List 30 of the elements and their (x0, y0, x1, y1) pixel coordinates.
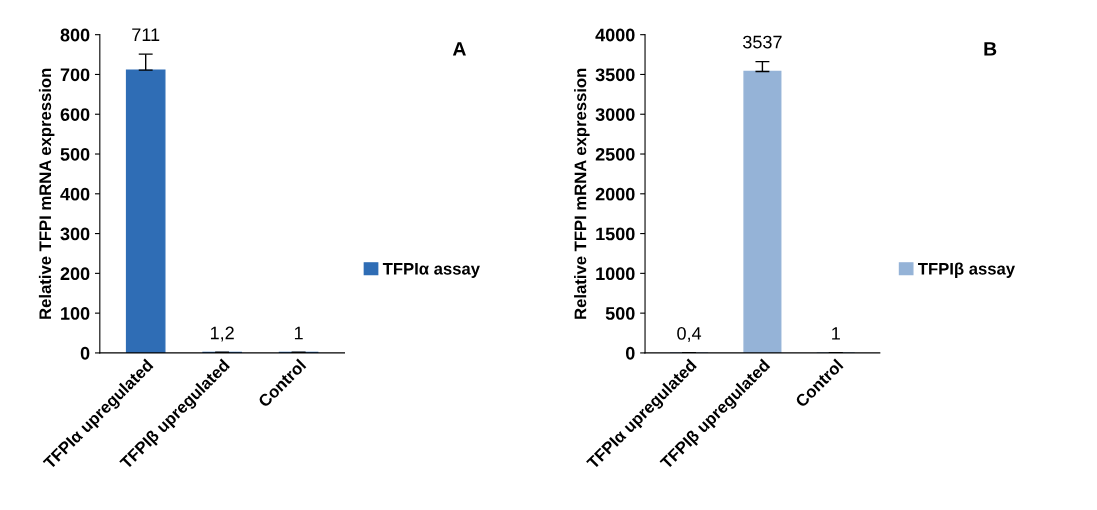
data-label: 3537 (743, 35, 782, 49)
data-label: 1,2 (210, 326, 234, 342)
data-label: 0,4 (677, 326, 702, 342)
y-tick-label: 200 (60, 267, 90, 281)
y-tick-label: 4000 (595, 28, 635, 42)
y-tick-label: 3500 (595, 68, 635, 82)
data-label: 1 (832, 327, 840, 340)
y-tick-label: 500 (60, 147, 90, 161)
legend-label: TFPIβ assay (918, 262, 1015, 278)
y-axis-title: Relative TFPI mRNA expression (574, 68, 590, 319)
legend-label: TFPIα assay (382, 263, 480, 278)
data-label: 1 (294, 326, 303, 340)
data-label: 711 (132, 28, 160, 41)
y-tick-label: 0 (625, 346, 635, 360)
y-axis-title: Relative TFPI mRNA expression (38, 68, 55, 319)
y-tick-label: 1500 (596, 227, 635, 241)
y-tick-label: 1000 (596, 267, 635, 281)
text: A (452, 42, 466, 56)
y-tick-label: 300 (60, 227, 90, 241)
y-tick-label: 100 (61, 307, 90, 320)
y-tick-label: 600 (60, 108, 90, 121)
text: B (984, 42, 997, 56)
y-tick-label: 2500 (595, 147, 635, 161)
y-tick-label: 0 (80, 346, 90, 360)
y-tick-label: 700 (60, 68, 90, 82)
y-tick-label: 500 (605, 307, 635, 320)
y-tick-label: 2000 (595, 187, 635, 201)
y-tick-label: 800 (60, 28, 90, 42)
y-tick-label: 3000 (595, 108, 635, 121)
y-tick-label: 400 (60, 187, 90, 201)
